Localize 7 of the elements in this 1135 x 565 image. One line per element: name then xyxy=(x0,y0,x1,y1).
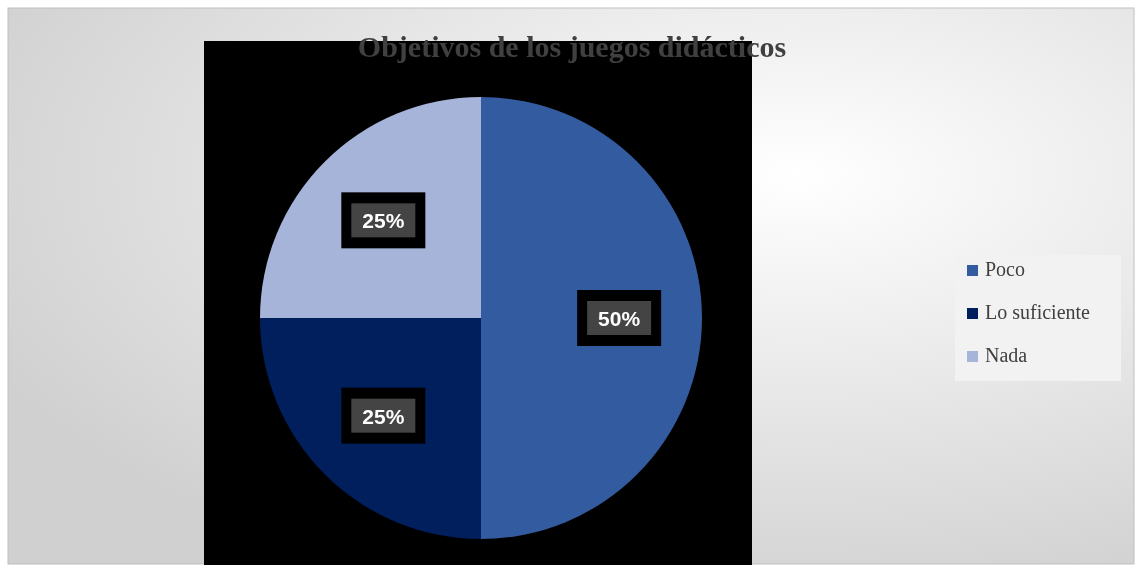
legend-label: Poco xyxy=(985,258,1025,280)
data-label: 25% xyxy=(362,404,405,428)
legend-label: Nada xyxy=(985,344,1028,366)
pie-slice xyxy=(481,97,702,539)
data-label: 25% xyxy=(362,209,405,233)
legend-label: Lo suficiente xyxy=(985,301,1091,323)
data-label: 50% xyxy=(598,307,641,330)
